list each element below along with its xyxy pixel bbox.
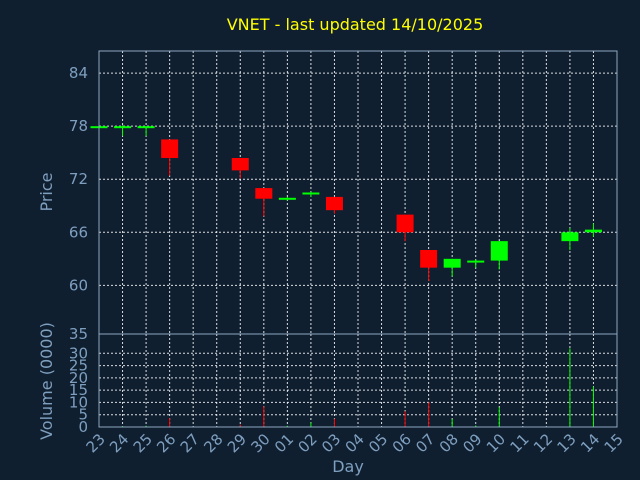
x-tick-label: 02 (295, 430, 321, 456)
price-tick-label: 72 (69, 170, 88, 188)
x-tick-label: 30 (247, 430, 273, 456)
price-tick-labels: 60 66 72 78 84 (69, 64, 88, 294)
x-tick-label: 11 (506, 430, 532, 456)
x-tick-label: 03 (318, 430, 344, 456)
volume-tick-label: 10 (69, 393, 88, 411)
x-tick-label: 25 (130, 430, 156, 456)
candles (90, 125, 602, 281)
x-tick-label: 10 (483, 430, 509, 456)
volume-tick-label: 15 (69, 381, 88, 399)
candle-body (255, 188, 273, 199)
x-tick-label: 29 (224, 430, 250, 456)
chart-title: VNET - last updated 14/10/2025 (227, 15, 484, 34)
price-tick-label: 60 (69, 276, 88, 294)
candle-body (443, 258, 461, 268)
candle-body (137, 126, 155, 129)
candle-body (325, 196, 343, 211)
volume-tick-label: 35 (69, 325, 88, 343)
volume-tick-label: 0 (78, 418, 88, 436)
x-tick-label: 06 (389, 430, 415, 456)
x-tick-label: 07 (412, 430, 438, 456)
x-tick-label: 14 (577, 430, 603, 456)
x-tick-label: 08 (436, 430, 462, 456)
x-tick-label: 01 (271, 430, 297, 456)
x-tick-label: 09 (459, 430, 485, 456)
price-grid (99, 51, 617, 334)
candle-body (584, 229, 602, 233)
candle-body (302, 192, 320, 195)
x-tick-labels: 2324252627282930010203040506070809101112… (83, 430, 627, 456)
x-tick-label: 13 (554, 430, 580, 456)
candle-body (278, 197, 296, 200)
volume-bars (98, 348, 594, 427)
candle-body (114, 126, 132, 129)
y-axis-label: Price (37, 172, 56, 211)
candle-body (161, 139, 179, 159)
x-tick-label: 04 (342, 430, 368, 456)
x-tick-label: 15 (601, 430, 627, 456)
candle-body (420, 249, 438, 268)
x-tick-label: 26 (153, 430, 179, 456)
candle-body (396, 214, 414, 233)
x-tick-label: 27 (177, 430, 203, 456)
volume-panel-frame (98, 333, 618, 428)
volume-tick-label: 30 (69, 344, 88, 362)
candle-body (490, 241, 508, 261)
price-tick-label: 78 (69, 117, 88, 135)
price-tick-label: 84 (69, 64, 88, 82)
price-tick-label: 66 (69, 223, 88, 241)
x-axis-label: Day (332, 457, 364, 476)
x-tick-label: 12 (530, 430, 556, 456)
volume-tick-label: 25 (69, 357, 88, 375)
x-tick-label: 28 (200, 430, 226, 456)
volume-grid (99, 334, 617, 427)
volume-tick-label: 20 (69, 369, 88, 387)
x-tick-label: 05 (365, 430, 391, 456)
x-tick-label: 24 (106, 430, 132, 456)
candle-body (231, 158, 249, 171)
candle-body (467, 260, 485, 263)
volume-tick-label: 5 (78, 406, 88, 424)
volume-axis-label: Volume (0000) (37, 322, 56, 440)
candle-body (561, 232, 579, 242)
